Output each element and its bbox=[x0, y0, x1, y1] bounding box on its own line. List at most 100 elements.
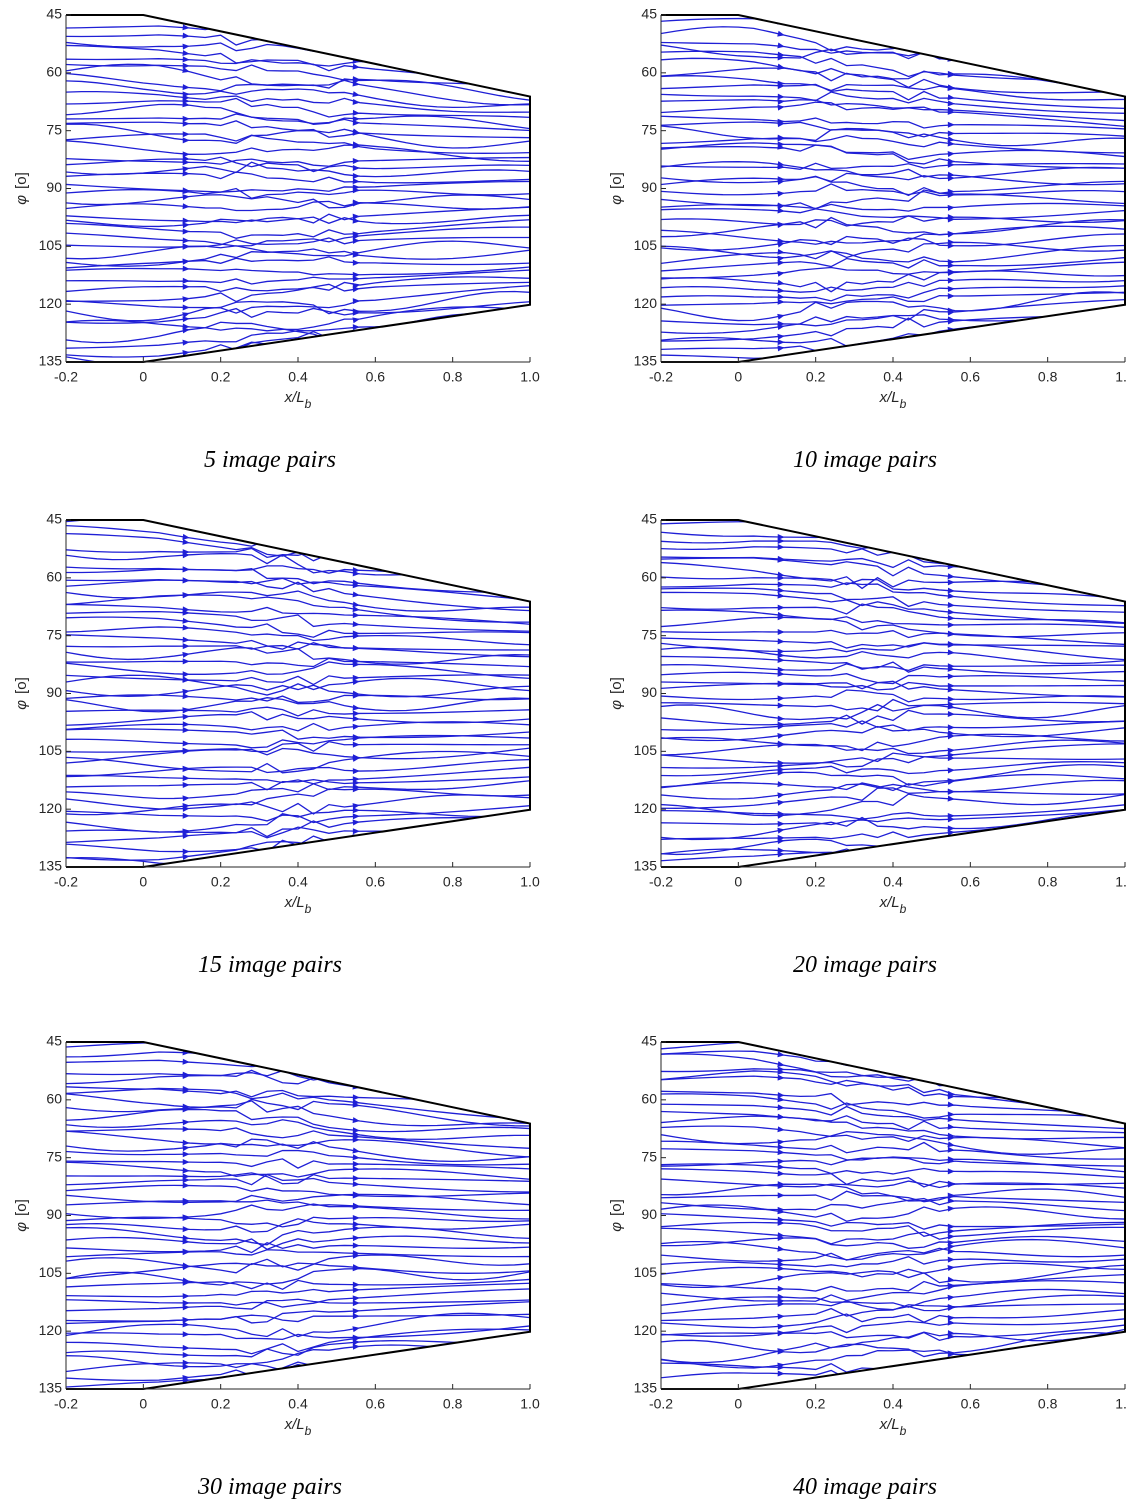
x-tick-label: 0.2 bbox=[806, 874, 826, 890]
streamline bbox=[661, 1247, 1125, 1262]
y-tick-label: 120 bbox=[634, 800, 658, 816]
y-axis-label: φ [o] bbox=[13, 172, 30, 204]
y-tick-label: 120 bbox=[39, 295, 63, 311]
x-axis-label-subscript: b bbox=[305, 902, 312, 916]
streamline bbox=[661, 1226, 1125, 1245]
x-axis-label-main: x/L bbox=[284, 389, 305, 406]
x-tick-label: 0.8 bbox=[443, 1396, 463, 1412]
arrowhead bbox=[352, 779, 360, 786]
arrowhead bbox=[947, 686, 955, 693]
y-axis-label-unit: [o] bbox=[608, 677, 625, 694]
arrowhead bbox=[352, 91, 360, 98]
arrowhead bbox=[352, 1094, 360, 1101]
streamline bbox=[661, 603, 1125, 624]
arrowhead bbox=[947, 829, 955, 836]
streamline bbox=[661, 1309, 1125, 1329]
arrowhead bbox=[352, 755, 360, 762]
x-tick-label: 0.8 bbox=[1038, 874, 1058, 890]
arrowhead bbox=[182, 636, 190, 643]
arrowhead bbox=[777, 574, 785, 581]
x-tick-label: -0.2 bbox=[649, 874, 673, 890]
streamline bbox=[66, 1199, 530, 1212]
arrowhead bbox=[182, 188, 190, 195]
arrowhead bbox=[182, 1151, 190, 1158]
arrowhead bbox=[182, 43, 190, 50]
arrowhead bbox=[182, 115, 190, 122]
arrowhead bbox=[947, 318, 955, 325]
arrowhead bbox=[947, 845, 955, 852]
streamline bbox=[66, 657, 530, 668]
arrowhead bbox=[947, 696, 955, 703]
arrowhead bbox=[182, 237, 190, 244]
streamline bbox=[66, 236, 530, 248]
arrowhead bbox=[182, 617, 190, 624]
arrowhead bbox=[352, 1326, 360, 1333]
arrowhead bbox=[777, 42, 785, 49]
arrowhead bbox=[352, 582, 360, 589]
x-tick-label: 0.8 bbox=[443, 874, 463, 890]
y-tick-label: 45 bbox=[46, 6, 62, 22]
arrowhead bbox=[777, 313, 785, 320]
arrowhead bbox=[182, 1159, 190, 1165]
arrowhead bbox=[352, 768, 360, 775]
arrowhead bbox=[947, 587, 955, 594]
caption: 15 image pairs bbox=[198, 952, 342, 978]
streamline bbox=[66, 579, 530, 612]
x-tick-label: -0.2 bbox=[54, 1396, 78, 1412]
domain-outline bbox=[66, 519, 531, 868]
arrowhead bbox=[352, 1075, 360, 1082]
arrowhead bbox=[947, 724, 955, 731]
arrowhead bbox=[182, 32, 190, 39]
arrowhead bbox=[777, 222, 785, 228]
arrowhead bbox=[182, 1299, 190, 1306]
streamline bbox=[66, 740, 530, 753]
arrowhead bbox=[182, 228, 190, 235]
streamline bbox=[661, 183, 1125, 197]
streamlines bbox=[661, 1042, 1125, 1389]
streamline bbox=[661, 233, 1125, 251]
streamline bbox=[66, 171, 530, 184]
panel: -0.2 0 0.2 0.4 0.6 0.8 1.0 45 60 75 90 105 120 135 x/L… bbox=[13, 511, 540, 978]
arrowhead bbox=[352, 164, 360, 171]
arrowhead bbox=[182, 676, 190, 683]
streamline bbox=[66, 634, 530, 651]
streamline bbox=[661, 819, 1125, 840]
x-tick-label: 1.0 bbox=[1115, 369, 1126, 385]
arrowhead bbox=[947, 42, 955, 49]
arrowhead bbox=[182, 693, 190, 700]
arrowhead bbox=[777, 666, 785, 673]
arrowhead bbox=[947, 293, 955, 300]
arrowhead bbox=[947, 1168, 955, 1175]
x-tick-label: 1.0 bbox=[520, 369, 540, 385]
arrowhead bbox=[182, 1177, 190, 1184]
streamline bbox=[66, 1249, 530, 1258]
arrowhead bbox=[777, 202, 785, 209]
arrowhead bbox=[352, 819, 360, 826]
arrowhead bbox=[352, 157, 360, 164]
streamline bbox=[661, 144, 1125, 169]
arrowhead bbox=[947, 592, 955, 599]
arrowhead bbox=[182, 748, 190, 755]
arrowhead bbox=[777, 741, 785, 748]
y-tick-label: 75 bbox=[641, 121, 657, 137]
y-tick-label: 60 bbox=[46, 64, 62, 80]
streamline bbox=[66, 1356, 530, 1382]
arrowhead bbox=[182, 1363, 190, 1370]
streamline bbox=[66, 816, 530, 838]
streamline bbox=[661, 1288, 1125, 1308]
arrowhead bbox=[777, 769, 785, 776]
streamline bbox=[66, 269, 530, 285]
x-axis-label: x/Lb bbox=[284, 1416, 312, 1438]
arrowhead bbox=[947, 1365, 955, 1372]
streamline bbox=[66, 63, 530, 88]
arrowhead bbox=[352, 37, 360, 44]
streamline bbox=[66, 103, 530, 130]
streamline bbox=[661, 1110, 1125, 1134]
arrowhead bbox=[352, 813, 360, 820]
streamline bbox=[661, 764, 1125, 788]
arrowhead bbox=[947, 1205, 955, 1212]
arrowhead bbox=[352, 128, 360, 135]
x-axis-label: x/Lb bbox=[879, 1416, 907, 1438]
streamline bbox=[66, 1312, 530, 1338]
arrowhead bbox=[947, 1197, 955, 1204]
